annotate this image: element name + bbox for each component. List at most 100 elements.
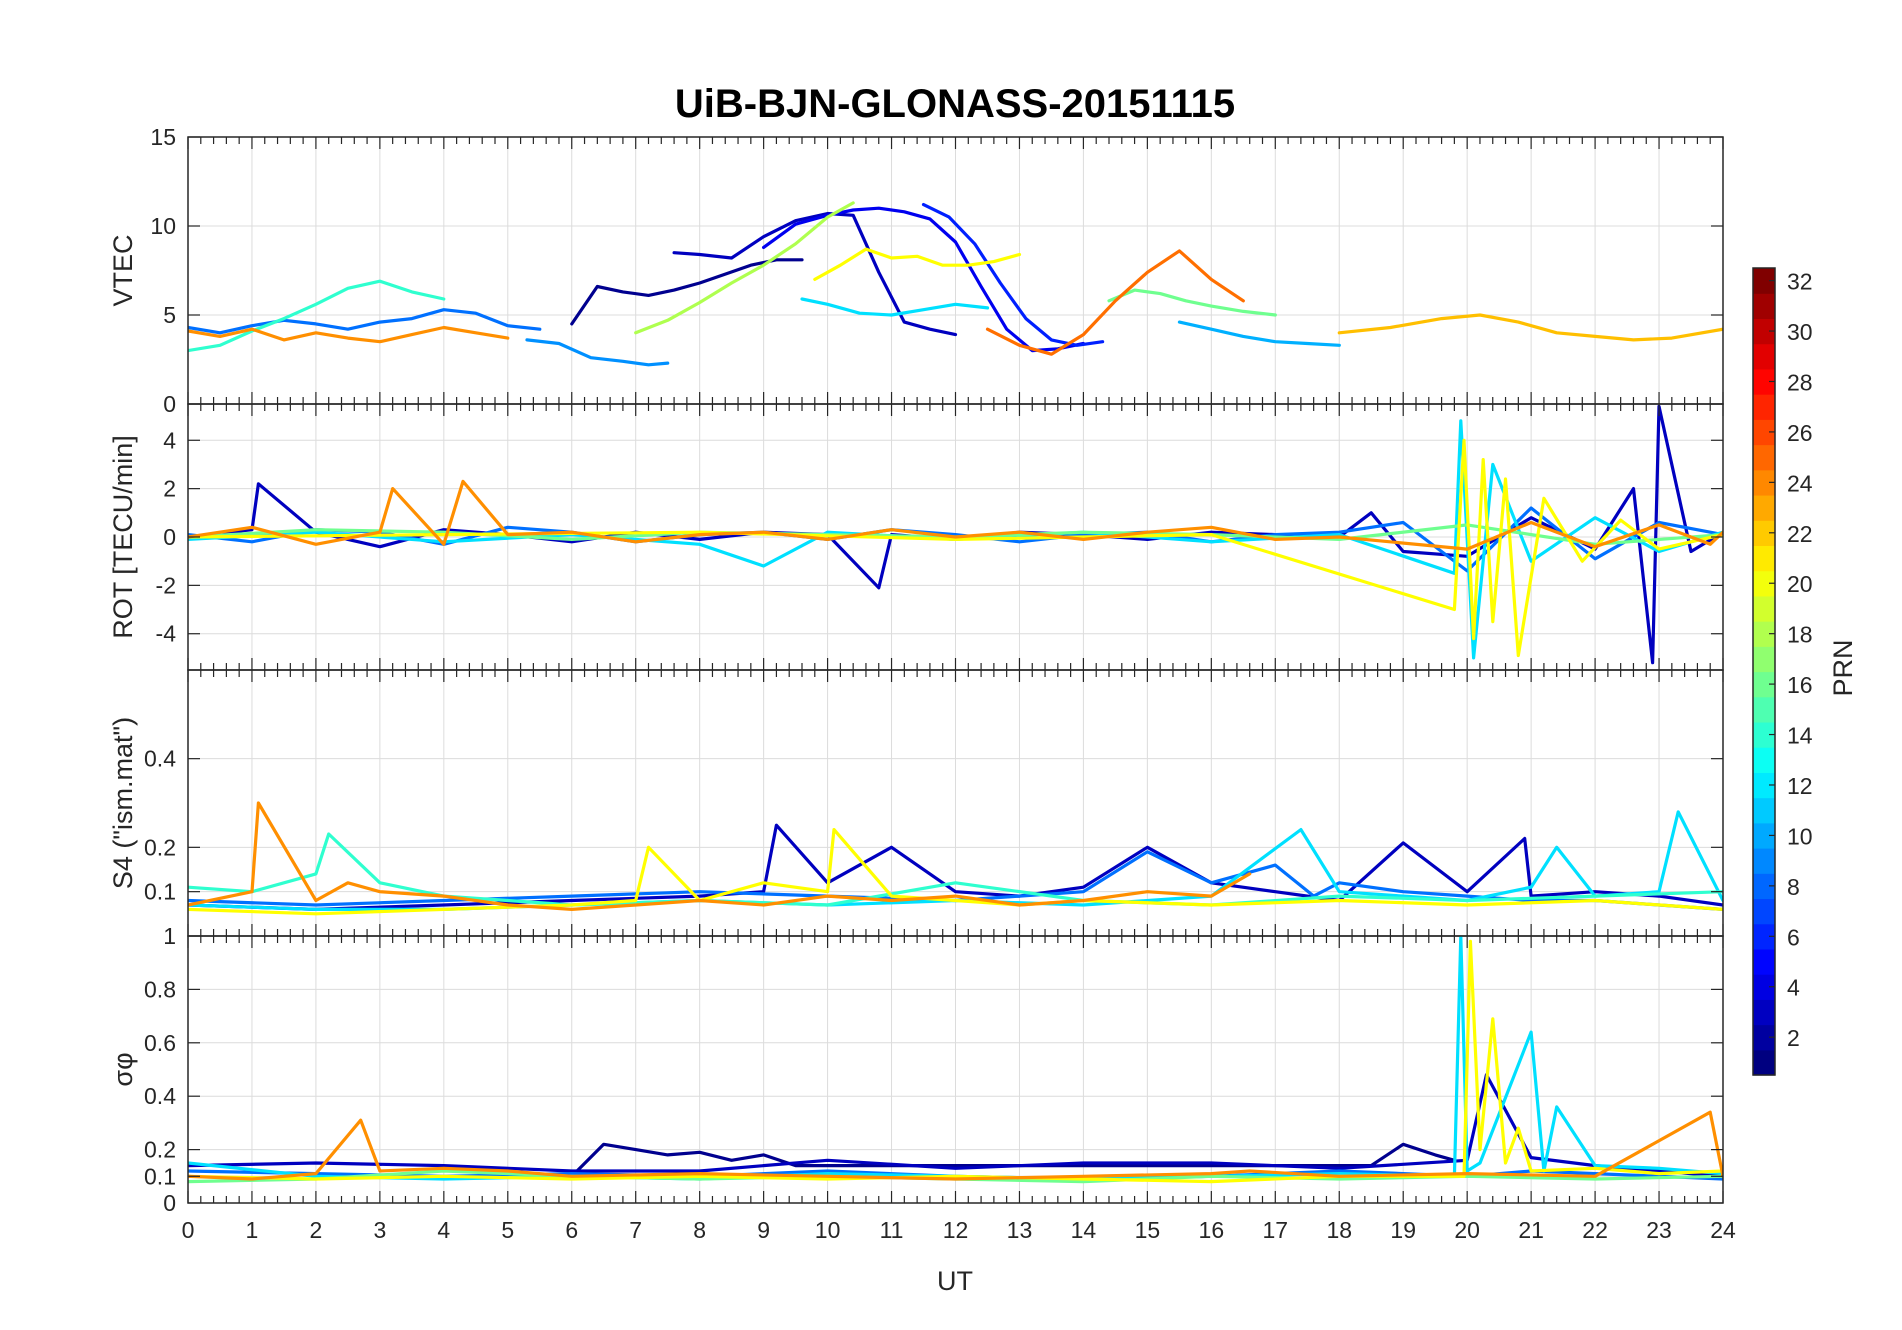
colorbar-segment-26: [1753, 419, 1775, 446]
xtick-label-20: 20: [1454, 1217, 1480, 1243]
colorbar-segment-24: [1753, 469, 1775, 496]
colorbar-segment-7: [1753, 898, 1775, 925]
xtick-label-4: 4: [437, 1217, 450, 1243]
ytick-label-rot-3: 2: [163, 476, 176, 502]
colorbar-segment-3: [1753, 999, 1775, 1026]
series-s4-prn-8: [188, 850, 1723, 911]
ytick-label-sigma-0: 0: [163, 1190, 176, 1216]
colorbar-segment-31: [1753, 293, 1775, 320]
xtick-label-11: 11: [880, 1217, 904, 1243]
series-group-sigma: [188, 936, 1723, 1184]
colorbar-segment-25: [1753, 444, 1775, 471]
colorbar-tick-label-14: 30: [1787, 319, 1813, 345]
colorbar-segment-14: [1753, 721, 1775, 748]
series-group-s4: [188, 801, 1723, 916]
series-s4-prn-3: [188, 823, 1723, 911]
colorbar-tick-label-2: 6: [1787, 924, 1800, 950]
xtick-label-5: 5: [501, 1217, 514, 1243]
colorbar-segment-29: [1753, 343, 1775, 370]
colorbar-segment-16: [1753, 671, 1775, 698]
xtick-label-14: 14: [1071, 1217, 1097, 1243]
colorbar-segment-22: [1753, 520, 1775, 547]
series-vtec-prn-6: [921, 203, 1105, 347]
series-vtec-prn-22: [1337, 313, 1723, 342]
colorbar-segment-13: [1753, 747, 1775, 773]
xtick-label-10: 10: [815, 1217, 841, 1243]
colorbar-segment-10: [1753, 822, 1775, 849]
panel-s4: 0.1 0.2 0.4S4 ("ism.mat"): [108, 669, 1724, 937]
xtick-label-8: 8: [693, 1217, 706, 1243]
panel-vtec: 0 5 10 15 VTEC: [108, 124, 1724, 417]
series-rot-prn-23: [188, 479, 1723, 551]
xtick-label-2: 2: [310, 1217, 323, 1243]
series-vtec-prn-9: [525, 338, 670, 367]
colorbar-tick-label-0: 2: [1787, 1025, 1800, 1051]
ytick-label-rot-4: 4: [163, 427, 176, 453]
series-vtec-prn-14: [188, 279, 446, 353]
colorbar-segment-15: [1753, 696, 1775, 723]
series-sigma-prn-3: [188, 1073, 1723, 1178]
series-vtec-prn-2: [570, 258, 804, 326]
colorbar-tick-label-4: 10: [1787, 823, 1813, 849]
ytick-label-sigma-2: 0.2: [144, 1137, 176, 1163]
colorbar-segment-5: [1753, 948, 1775, 975]
colorbar-tick-label-7: 16: [1787, 672, 1813, 698]
colorbar-segment-8: [1753, 873, 1775, 900]
x-axis-label: UT: [937, 1266, 973, 1296]
ytick-label-vtec-2: 10: [150, 213, 176, 239]
colorbar-tick-label-8: 18: [1787, 622, 1813, 648]
xtick-label-22: 22: [1582, 1217, 1608, 1243]
xtick-label-18: 18: [1326, 1217, 1352, 1243]
xtick-label-21: 21: [1518, 1217, 1544, 1243]
colorbar-segment-30: [1753, 318, 1775, 345]
series-vtec-prn-20: [813, 247, 1022, 281]
colorbar-tick-label-3: 8: [1787, 874, 1800, 900]
y-axis-label-sigma: σφ: [108, 1052, 138, 1086]
colorbar-segment-2: [1753, 1024, 1775, 1051]
series-vtec-prn-16: [1107, 288, 1277, 317]
colorbar-tick-label-1: 4: [1787, 975, 1800, 1001]
xtick-label-23: 23: [1646, 1217, 1672, 1243]
x-axis: 0 1 2 3 4 5 6 7 8 9 10 11 12 13 14 15 16 17 18 19 20 21 22 23 24: [182, 1217, 1736, 1243]
colorbar-segment-11: [1753, 797, 1775, 824]
ytick-label-sigma-4: 0.6: [144, 1030, 176, 1056]
xtick-label-17: 17: [1262, 1217, 1288, 1243]
colorbar-segment-1: [1753, 1049, 1775, 1076]
colorbar-segment-21: [1753, 545, 1775, 572]
colorbar-segment-28: [1753, 368, 1775, 395]
colorbar-segment-20: [1753, 570, 1775, 597]
colorbar-tick-label-11: 24: [1787, 470, 1813, 496]
xtick-label-0: 0: [182, 1217, 195, 1243]
ytick-label-vtec-1: 5: [163, 302, 176, 328]
series-vtec-prn-10: [1177, 320, 1341, 347]
xtick-label-6: 6: [565, 1217, 578, 1243]
colorbar-segment-19: [1753, 595, 1775, 622]
ytick-label-sigma-5: 0.8: [144, 976, 176, 1002]
colorbar-tick-label-5: 12: [1787, 773, 1813, 799]
colorbar-tick-label-10: 22: [1787, 521, 1813, 547]
xtick-label-1: 1: [246, 1217, 259, 1243]
xtick-label-13: 13: [1007, 1217, 1033, 1243]
series-vtec-prn-3: [672, 211, 958, 337]
y-axis-label-vtec: VTEC: [108, 234, 138, 306]
colorbar-segment-4: [1753, 974, 1775, 1000]
colorbar-segment-23: [1753, 494, 1775, 521]
ytick-label-rot-1: -2: [156, 572, 176, 598]
xtick-label-16: 16: [1199, 1217, 1225, 1243]
ytick-label-sigma-3: 0.4: [144, 1083, 176, 1109]
colorbar-tick-label-6: 14: [1787, 723, 1813, 749]
series-sigma-prn-23: [188, 1110, 1723, 1181]
colorbar-tick-label-12: 26: [1787, 420, 1813, 446]
colorbar-label: PRN: [1828, 639, 1858, 696]
y-axis-label-rot: ROT [TECU/min]: [108, 435, 138, 639]
colorbar-segment-17: [1753, 646, 1775, 673]
ytick-label-s4-0: 0.1: [144, 879, 176, 905]
series-vtec-prn-12: [800, 297, 990, 317]
ytick-label-s4-2: 0.4: [144, 746, 176, 772]
panel-rot: -4 -2 0 2 4 ROT [TECU/min]: [108, 403, 1724, 671]
ytick-label-sigma-1: 0.1: [144, 1163, 176, 1189]
xtick-label-12: 12: [943, 1217, 969, 1243]
xtick-label-24: 24: [1710, 1217, 1736, 1243]
colorbar-tick-label-9: 20: [1787, 571, 1813, 597]
